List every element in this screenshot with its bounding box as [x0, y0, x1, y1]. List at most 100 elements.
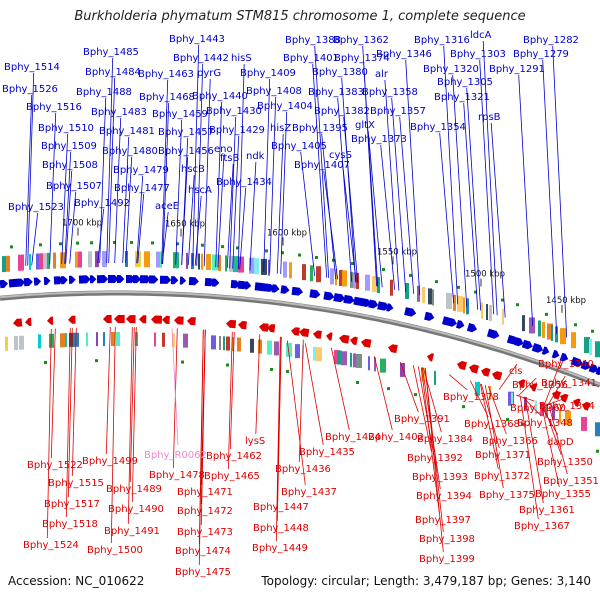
forward-gene-label: Bphy_1507: [46, 181, 102, 192]
reverse-gene-label: Bphy_1340: [538, 359, 594, 370]
forward-gene-leader: [249, 161, 257, 271]
reverse-gene-leader: [399, 361, 419, 413]
reverse-gene-label: Bphy_1517: [44, 499, 100, 510]
reverse-gene-label: Bphy_1449: [252, 543, 308, 554]
feature-block: [218, 254, 221, 271]
feature-block: [339, 269, 343, 286]
backbone-highlight: [0, 291, 600, 386]
forward-gene-arrow: [449, 318, 457, 327]
forward-gene-leader: [263, 78, 271, 272]
forward-gene-leader: [391, 97, 407, 293]
reverse-gene-leader: [67, 327, 73, 498]
marker-dot: [181, 360, 184, 364]
forward-gene-leader: [314, 45, 330, 279]
forward-gene-label: cysS: [329, 150, 352, 161]
feature-block: [249, 257, 255, 274]
feature-block: [295, 344, 300, 359]
forward-gene-label: ftsB: [220, 153, 239, 164]
marker-dot: [90, 241, 93, 245]
reverse-gene-label: Bphy_1355: [535, 489, 591, 500]
reverse-gene-label: cls: [509, 366, 523, 377]
forward-gene-label: Bphy_1407: [294, 160, 350, 171]
feature-block: [581, 416, 587, 431]
feature-block: [457, 295, 463, 312]
reverse-gene-arrow: [560, 393, 569, 403]
forward-gene-label: Bphy_1479: [113, 165, 169, 176]
forward-gene-leader: [542, 59, 558, 335]
forward-gene-label: Bphy_1382: [314, 106, 370, 117]
forward-gene-arrow: [68, 275, 76, 284]
feature-block: [560, 328, 566, 345]
forward-gene-leader: [490, 122, 506, 318]
forward-gene-leader: [162, 102, 170, 265]
forward-gene-arrow: [580, 360, 591, 370]
reverse-gene-leader: [131, 327, 137, 503]
feature-block: [551, 324, 553, 341]
forward-gene-arrow: [139, 275, 152, 284]
reverse-gene-arrow: [139, 315, 147, 324]
reverse-gene-label: Bphy_1371: [475, 450, 531, 461]
feature-block: [434, 370, 436, 385]
forward-gene-leader: [463, 102, 479, 310]
reverse-gene-leader: [487, 386, 507, 435]
feature-block: [565, 410, 571, 425]
reverse-gene-label: Bphy_1515: [48, 478, 104, 489]
reverse-gene-leader: [524, 398, 544, 504]
reverse-gene-leader: [518, 377, 537, 397]
feature-block: [595, 341, 600, 358]
reverse-gene-label: Bphy_1393: [412, 472, 468, 483]
feature-block: [75, 251, 78, 268]
forward-gene-arrow: [466, 323, 477, 333]
feature-block: [390, 279, 393, 296]
feature-block: [571, 332, 576, 349]
reverse-gene-arrow: [174, 316, 184, 325]
reverse-gene-leader: [449, 374, 468, 391]
reverse-gene-label: Bphy_1394: [416, 491, 472, 502]
feature-block: [21, 254, 24, 271]
reverse-gene-leader: [479, 383, 499, 470]
reverse-gene-label: Bphy_1435: [299, 447, 355, 458]
forward-gene-leader: [187, 174, 195, 266]
forward-gene-leader: [479, 59, 495, 315]
forward-gene-arrow: [23, 278, 33, 287]
reverse-gene-label: lysS: [245, 436, 265, 447]
forward-gene-label: alr: [375, 69, 389, 80]
reverse-gene-label: Bphy_1474: [175, 546, 231, 557]
reverse-gene-label: Bphy_1524: [23, 540, 79, 551]
feature-block: [60, 252, 66, 269]
feature-block: [555, 326, 558, 343]
reverse-gene-leader: [543, 356, 563, 406]
feature-block: [111, 332, 115, 347]
forward-gene-label: Bphy_1526: [2, 84, 58, 95]
forward-gene-leader: [106, 57, 114, 264]
forward-gene-label: Bphy_1481: [99, 126, 155, 137]
feature-block: [422, 286, 425, 303]
forward-gene-label: aceE: [155, 201, 179, 212]
forward-gene-arrow: [170, 276, 179, 285]
reverse-gene-leader: [540, 403, 560, 488]
marker-dot: [435, 280, 438, 284]
reverse-gene-arrow: [313, 330, 322, 339]
marker-dot: [574, 323, 577, 327]
kbp-tick-label: 1550 kbp: [377, 247, 417, 257]
reverse-gene-label: Bphy_1341: [541, 378, 597, 389]
forward-gene-leader: [137, 193, 145, 264]
feature-block: [535, 400, 537, 415]
feature-block: [154, 332, 156, 347]
forward-gene-label: Bphy_1488: [76, 87, 132, 98]
forward-gene-label: hisZ: [270, 123, 291, 134]
reverse-gene-label: Bphy_1344: [539, 401, 595, 412]
reverse-gene-label: Bphy_1500: [87, 545, 143, 556]
reverse-gene-arrow: [530, 383, 538, 392]
reverse-gene-arrow: [492, 371, 503, 381]
forward-gene-arrow: [386, 303, 394, 312]
feature-block: [268, 259, 270, 276]
forward-gene-leader: [337, 97, 353, 282]
forward-gene-arrow: [291, 286, 303, 296]
feature-block: [219, 335, 221, 350]
feature-block: [316, 347, 322, 362]
reverse-gene-leader: [105, 327, 111, 455]
feature-block: [286, 342, 292, 357]
reverse-gene-label: Bphy_1361: [519, 505, 575, 516]
